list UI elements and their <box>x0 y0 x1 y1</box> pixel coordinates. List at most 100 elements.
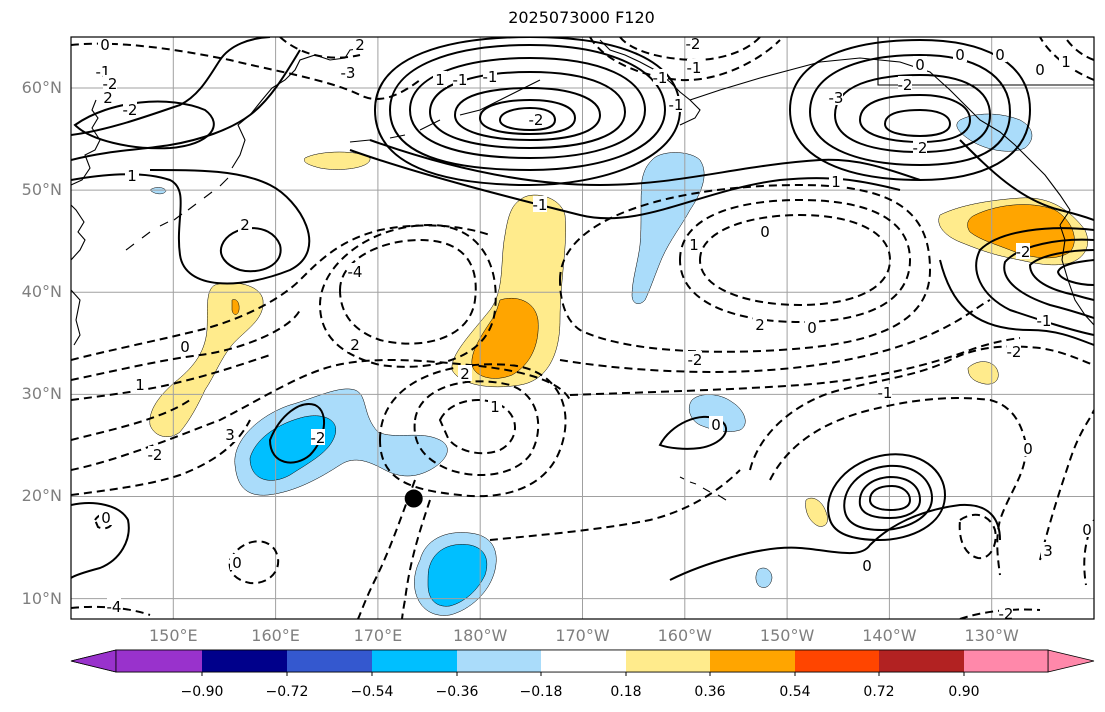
contour-label: 0 <box>711 416 721 434</box>
contour-label: 0 <box>995 46 1005 64</box>
contour-positive <box>71 502 130 579</box>
contour-label-bg <box>353 37 367 52</box>
contour-label-bg <box>860 557 874 573</box>
lon-tick-label: 150°W <box>759 626 815 645</box>
lon-tick-label: 170°E <box>353 626 403 645</box>
contour-negative <box>558 183 932 353</box>
lon-tick-label: 180°W <box>453 626 508 645</box>
colorbar-bin <box>879 650 964 672</box>
contour-label-bg <box>433 71 447 87</box>
storm-marker <box>404 489 423 508</box>
contour-label: 1 <box>689 236 699 254</box>
contour-label-bg <box>483 68 497 84</box>
contour-label-bg <box>1080 521 1094 537</box>
colorbar-bin <box>287 650 372 672</box>
contour-positive <box>369 139 921 187</box>
contour-label-bg <box>348 336 362 352</box>
contour-positive <box>833 73 992 154</box>
map-frame <box>70 36 1095 620</box>
contour-label: 2 <box>103 89 113 107</box>
colorbar-bin <box>116 650 202 672</box>
contour-negative <box>749 345 1094 471</box>
contour-label: 1 <box>1061 53 1071 71</box>
contour-positive <box>939 259 1094 346</box>
contour-label: -1 <box>483 68 498 86</box>
contour-label-bg <box>913 56 927 72</box>
contour-positive <box>498 106 557 132</box>
contour-label-bg <box>758 223 772 239</box>
lat-tick-label: 40°N <box>21 282 62 302</box>
colorbar-bin <box>626 650 710 672</box>
contour-label: 0 <box>101 509 111 527</box>
contour-label: 0 <box>1035 61 1045 79</box>
contour-label: 2 <box>755 316 765 334</box>
colorbar-tick-label: 0.36 <box>694 684 726 700</box>
colorbar <box>70 649 1095 676</box>
shaded-region <box>149 187 167 195</box>
contour-positive <box>858 475 922 520</box>
contour-label-bg <box>107 598 121 614</box>
contour-label: 1 <box>435 71 445 89</box>
contour-label-bg <box>688 351 702 367</box>
contour-label-bg <box>98 37 112 52</box>
contour-negative <box>769 397 1027 576</box>
contour-positive <box>428 70 627 150</box>
contour-label: 0 <box>1023 440 1033 458</box>
shaded-region <box>755 567 773 588</box>
contour-positive <box>478 98 577 136</box>
contour-label-bg <box>669 96 683 112</box>
shaded-region <box>805 497 828 527</box>
contour-positive <box>1028 249 1094 301</box>
contour-label: -4 <box>348 263 363 281</box>
contour-label: 2 <box>460 365 470 383</box>
aleutian-islands <box>349 79 541 143</box>
contour-label: -1 <box>687 59 702 77</box>
contour-label-bg <box>999 605 1013 619</box>
contour-label-bg <box>829 89 843 105</box>
contour-label: -3 <box>341 64 356 82</box>
contour-negative <box>279 37 361 59</box>
contour-negative <box>71 419 251 496</box>
contour-negative <box>338 238 477 345</box>
contour-positive <box>975 227 1094 336</box>
colorbar-bin <box>202 650 287 672</box>
contour-positive <box>959 139 1094 221</box>
contour-label-bg <box>898 76 912 92</box>
contour-label: -3 <box>829 89 844 107</box>
contour-label: -2 <box>999 605 1014 623</box>
contour-label: -2 <box>103 75 118 93</box>
contour-positive <box>408 56 647 160</box>
contour-label: 0 <box>915 56 925 74</box>
contour-label-bg <box>348 263 362 279</box>
contour-label: 0 <box>862 557 872 575</box>
contour-negative <box>71 354 271 401</box>
contour-label: -2 <box>123 101 138 119</box>
contour-positive <box>453 86 602 142</box>
contour-label-bg <box>529 111 543 127</box>
contour-positive <box>858 93 972 144</box>
contour-negative <box>1064 37 1094 61</box>
contour-positive <box>71 169 311 285</box>
contour-negative <box>318 223 497 368</box>
contour-positive <box>1056 259 1094 286</box>
contour-negative <box>959 608 1041 619</box>
contour-positive <box>843 464 934 532</box>
contour-label-bg <box>103 75 117 91</box>
contour-negative <box>71 42 421 100</box>
storm-position-marker <box>404 489 423 508</box>
colorbar-bin <box>457 650 541 672</box>
contour-label-bg <box>709 416 723 432</box>
lat-tick-label: 20°N <box>21 486 62 506</box>
contour-label-bg <box>913 139 927 155</box>
contour-label-bg <box>1021 440 1035 456</box>
contour-label: -4 <box>107 598 122 616</box>
colorbar-tick-label: 0.90 <box>948 684 980 700</box>
lon-tick-label: 170°W <box>555 626 610 645</box>
contour-positive <box>388 43 667 172</box>
contour-label: 2 <box>355 36 365 54</box>
contour-positive <box>71 37 271 136</box>
contour-label: -1 <box>878 384 893 402</box>
contour-label-bg <box>1007 343 1021 359</box>
